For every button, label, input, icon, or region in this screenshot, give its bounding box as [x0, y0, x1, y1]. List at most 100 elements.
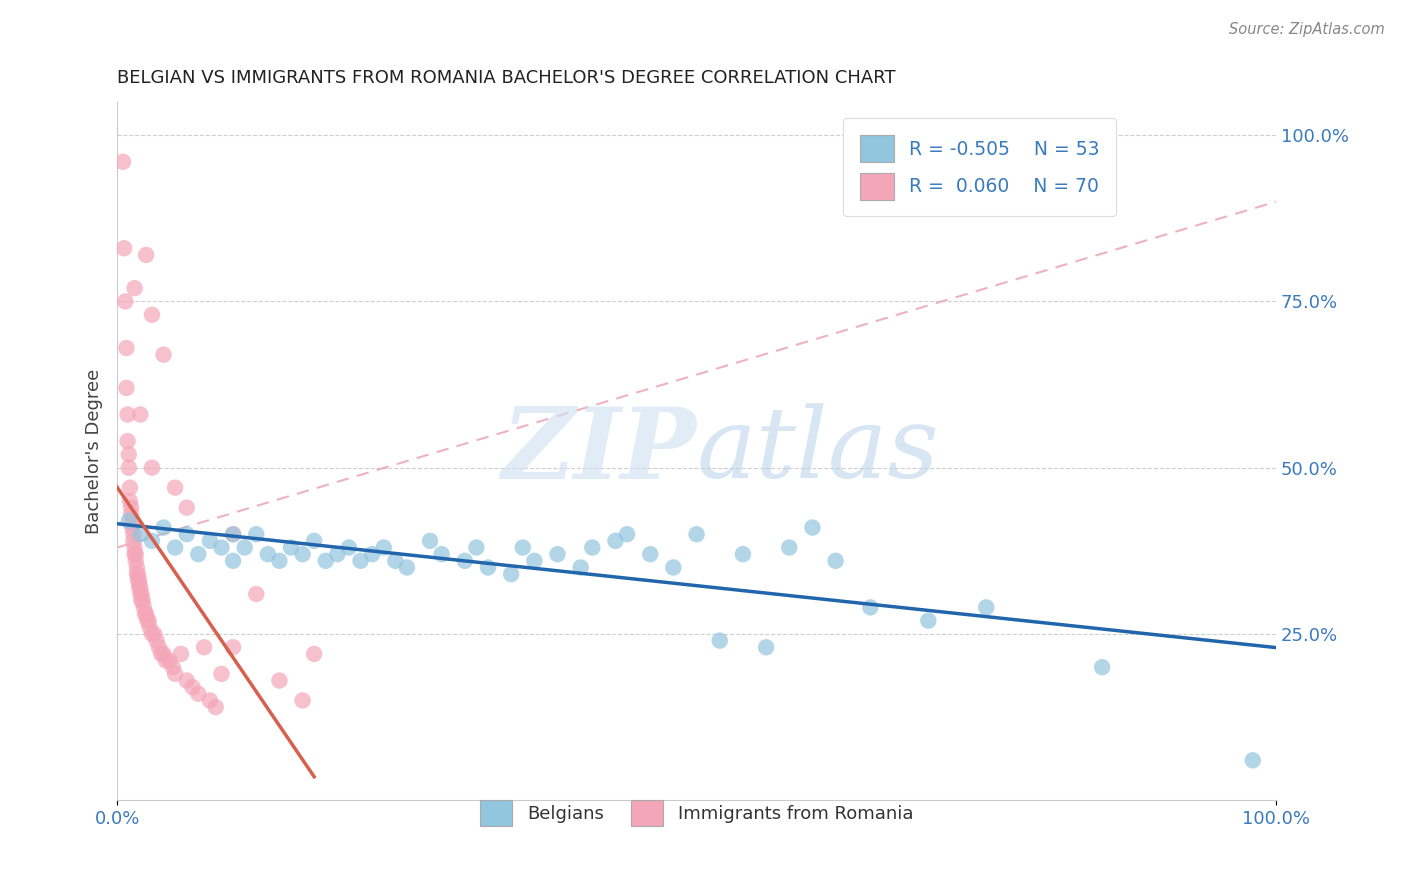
Point — [129, 587, 152, 601]
Point — [280, 541, 302, 555]
Point — [136, 614, 159, 628]
Point — [974, 600, 997, 615]
Point — [125, 567, 148, 582]
Point — [115, 341, 138, 355]
Point — [501, 567, 523, 582]
Point — [198, 693, 221, 707]
Point — [605, 533, 627, 548]
Point — [430, 547, 453, 561]
Point — [118, 447, 141, 461]
Point — [127, 574, 149, 588]
Point — [138, 614, 160, 628]
Point — [127, 567, 149, 582]
Point — [157, 654, 180, 668]
Point — [638, 547, 661, 561]
Point — [211, 541, 233, 555]
Point — [222, 640, 245, 655]
Point — [269, 554, 291, 568]
Point — [731, 547, 754, 561]
Point — [115, 381, 138, 395]
Point — [121, 520, 143, 534]
Point — [233, 541, 256, 555]
Point — [125, 547, 148, 561]
Point — [125, 560, 148, 574]
Point — [547, 547, 569, 561]
Point — [128, 581, 150, 595]
Point — [176, 527, 198, 541]
Y-axis label: Bachelor's Degree: Bachelor's Degree — [86, 368, 103, 533]
Point — [145, 633, 167, 648]
Point — [685, 527, 707, 541]
Point — [662, 560, 685, 574]
Point — [824, 554, 846, 568]
Point — [120, 500, 142, 515]
Point — [256, 547, 278, 561]
Point — [118, 514, 141, 528]
Point — [170, 647, 193, 661]
Point — [211, 666, 233, 681]
Point — [302, 647, 325, 661]
Point — [128, 574, 150, 588]
Point — [135, 248, 157, 262]
Point — [269, 673, 291, 688]
Point — [135, 607, 157, 621]
Point — [112, 241, 135, 255]
Text: ZIP: ZIP — [502, 403, 696, 500]
Point — [143, 627, 166, 641]
Point — [152, 647, 174, 661]
Text: atlas: atlas — [696, 403, 939, 499]
Point — [155, 654, 177, 668]
Point — [131, 587, 153, 601]
Point — [165, 541, 187, 555]
Point — [122, 533, 145, 548]
Point — [917, 614, 939, 628]
Point — [291, 547, 314, 561]
Text: BELGIAN VS IMMIGRANTS FROM ROMANIA BACHELOR'S DEGREE CORRELATION CHART: BELGIAN VS IMMIGRANTS FROM ROMANIA BACHE… — [117, 69, 896, 87]
Point — [124, 541, 146, 555]
Point — [384, 554, 406, 568]
Legend: Belgians, Immigrants from Romania: Belgians, Immigrants from Romania — [472, 793, 921, 833]
Point — [512, 541, 534, 555]
Point — [569, 560, 592, 574]
Point — [124, 547, 146, 561]
Point — [120, 508, 142, 522]
Point — [523, 554, 546, 568]
Point — [118, 481, 141, 495]
Point — [373, 541, 395, 555]
Point — [141, 308, 163, 322]
Point — [204, 700, 226, 714]
Point — [337, 541, 360, 555]
Point — [859, 600, 882, 615]
Point — [349, 554, 371, 568]
Point — [117, 434, 139, 449]
Point — [129, 581, 152, 595]
Point — [245, 587, 267, 601]
Point — [193, 640, 215, 655]
Point — [152, 348, 174, 362]
Point — [454, 554, 477, 568]
Point — [222, 527, 245, 541]
Point — [222, 527, 245, 541]
Point — [124, 281, 146, 295]
Point — [326, 547, 349, 561]
Point — [118, 494, 141, 508]
Point — [176, 673, 198, 688]
Point — [465, 541, 488, 555]
Point — [129, 408, 152, 422]
Point — [198, 533, 221, 548]
Point — [150, 647, 173, 661]
Point — [709, 633, 731, 648]
Point — [165, 666, 187, 681]
Point — [1091, 660, 1114, 674]
Point — [131, 593, 153, 607]
Point — [245, 527, 267, 541]
Point — [152, 520, 174, 534]
Point — [176, 500, 198, 515]
Point — [291, 693, 314, 707]
Point — [187, 687, 209, 701]
Point — [118, 460, 141, 475]
Point — [129, 527, 152, 541]
Point — [141, 627, 163, 641]
Point — [616, 527, 638, 541]
Point — [1241, 753, 1264, 767]
